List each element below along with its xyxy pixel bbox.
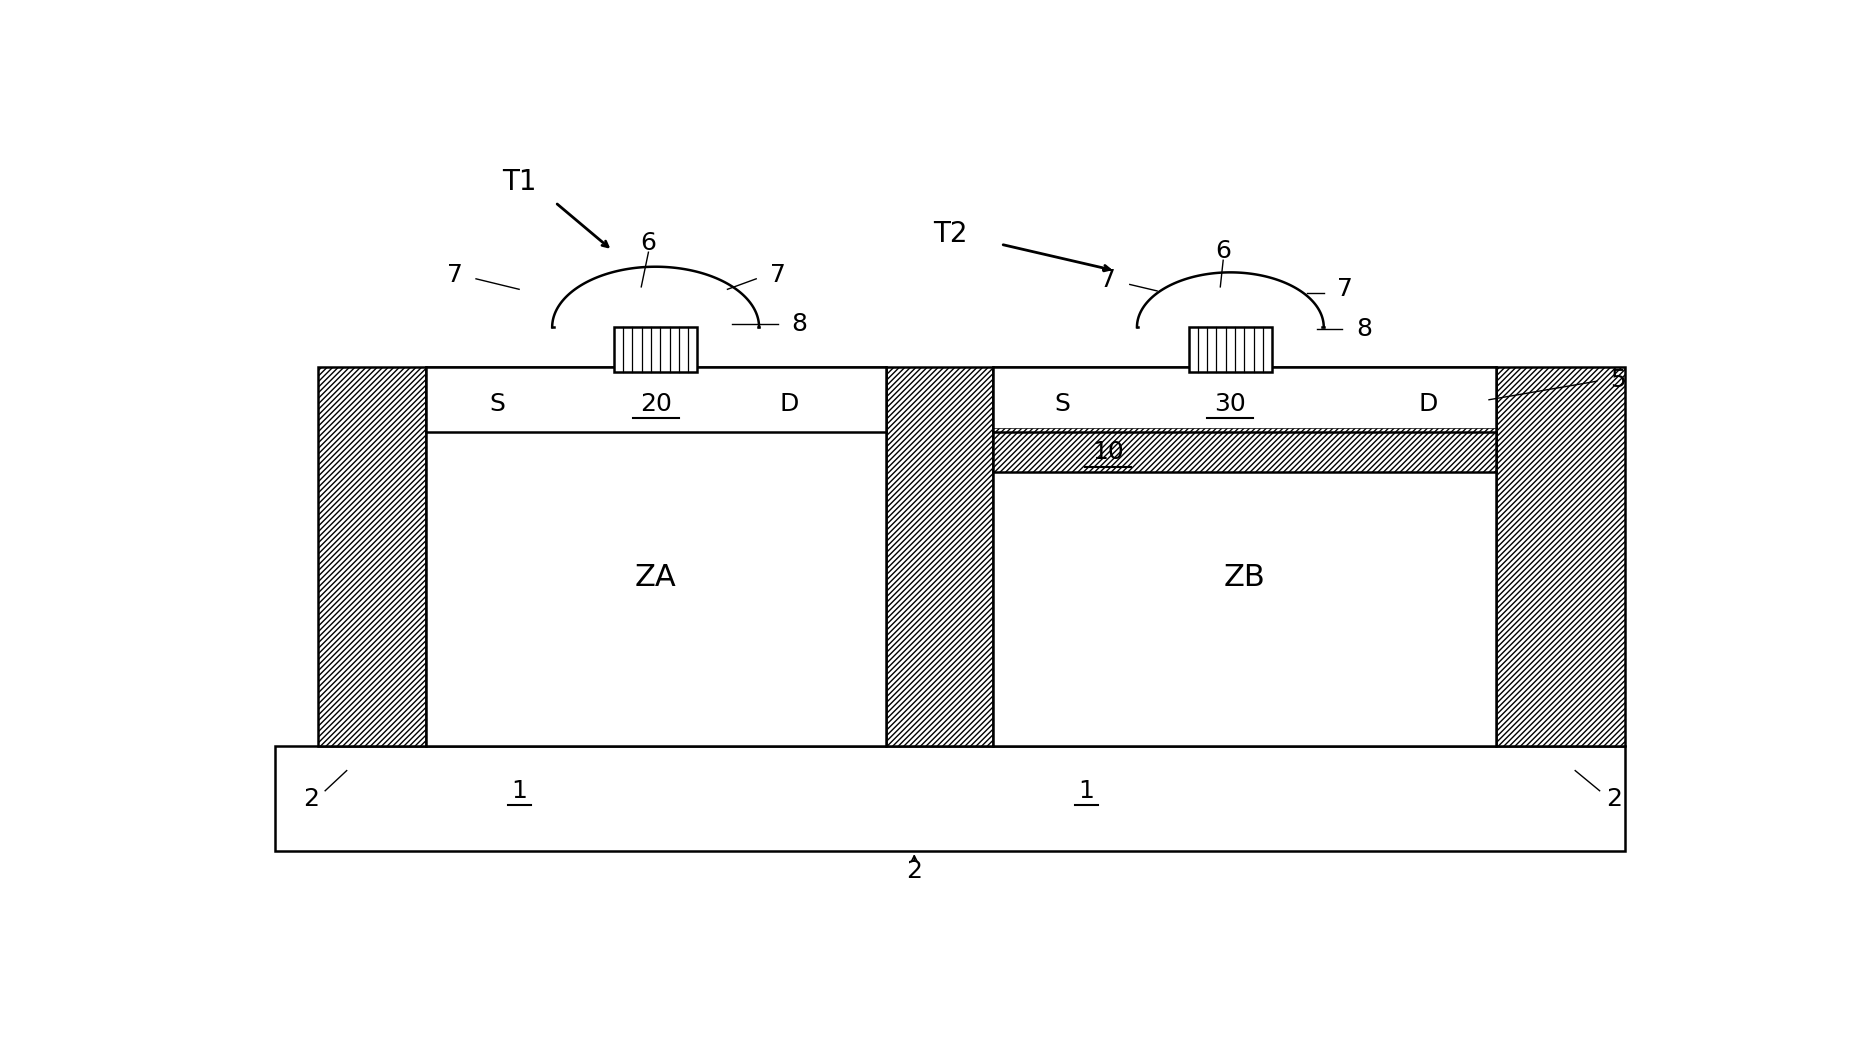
Text: 7: 7 (769, 263, 786, 287)
Bar (426, 367, 886, 747)
Text: 6: 6 (1214, 239, 1231, 263)
Bar (319, 367, 426, 747)
Polygon shape (1137, 272, 1324, 327)
Bar (614, 327, 697, 372)
Text: 1: 1 (512, 779, 527, 803)
Text: 1: 1 (1079, 779, 1094, 803)
Text: T1: T1 (502, 169, 536, 196)
Text: 20: 20 (640, 392, 671, 416)
Bar (426, 367, 886, 432)
Bar (274, 747, 1626, 851)
Bar (994, 367, 1496, 432)
Text: 2: 2 (1606, 786, 1622, 810)
Text: T2: T2 (933, 221, 968, 248)
Bar (1496, 367, 1626, 747)
Bar (994, 428, 1496, 472)
Text: 30: 30 (1214, 392, 1246, 416)
Text: ZB: ZB (1224, 562, 1266, 592)
Text: 7: 7 (1337, 277, 1353, 302)
Text: D: D (779, 392, 799, 416)
Bar (1188, 327, 1272, 372)
Bar (994, 428, 1496, 472)
Text: S: S (489, 392, 506, 416)
Bar (1496, 367, 1626, 747)
Bar (886, 367, 994, 747)
Text: 7: 7 (1099, 268, 1116, 292)
Text: D: D (1418, 392, 1439, 416)
Text: S: S (1055, 392, 1070, 416)
Text: 2: 2 (302, 786, 319, 810)
Text: ZA: ZA (634, 562, 677, 592)
Text: 2: 2 (907, 860, 921, 884)
Text: 8: 8 (792, 312, 806, 336)
Text: 5: 5 (1611, 367, 1626, 392)
Bar (319, 367, 426, 747)
Polygon shape (552, 267, 758, 327)
Text: 6: 6 (640, 230, 656, 254)
Text: 10: 10 (1092, 440, 1124, 464)
Bar (994, 367, 1496, 747)
Text: 7: 7 (447, 263, 462, 287)
Bar (886, 367, 994, 747)
Text: 8: 8 (1355, 317, 1372, 341)
